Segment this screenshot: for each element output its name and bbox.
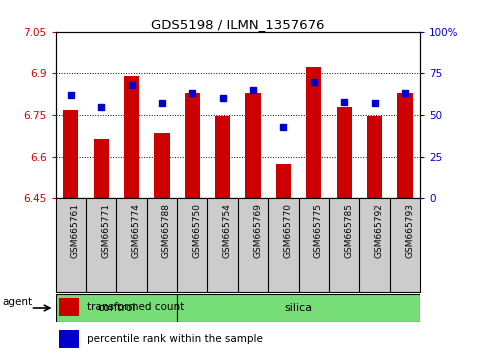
Text: GSM665774: GSM665774 bbox=[131, 203, 141, 258]
Text: GSM665754: GSM665754 bbox=[223, 203, 232, 258]
Bar bbox=[56, 294, 177, 322]
Text: GSM665761: GSM665761 bbox=[71, 203, 80, 258]
Text: GSM665770: GSM665770 bbox=[284, 203, 293, 258]
Bar bbox=[215, 116, 230, 198]
Bar bbox=[185, 93, 200, 198]
Title: GDS5198 / ILMN_1357676: GDS5198 / ILMN_1357676 bbox=[151, 18, 325, 31]
Text: GSM665771: GSM665771 bbox=[101, 203, 110, 258]
Text: silica: silica bbox=[284, 303, 313, 313]
Text: percentile rank within the sample: percentile rank within the sample bbox=[86, 334, 262, 344]
Bar bbox=[177, 294, 420, 322]
Text: GSM665775: GSM665775 bbox=[314, 203, 323, 258]
Text: GSM665769: GSM665769 bbox=[253, 203, 262, 258]
Text: agent: agent bbox=[3, 297, 33, 307]
Bar bbox=[63, 109, 78, 198]
Bar bbox=[59, 298, 79, 316]
Text: GSM665792: GSM665792 bbox=[375, 203, 384, 258]
Text: GSM665750: GSM665750 bbox=[192, 203, 201, 258]
Bar bbox=[276, 164, 291, 198]
Bar bbox=[367, 116, 382, 198]
Text: transformed count: transformed count bbox=[86, 302, 184, 312]
Bar bbox=[398, 93, 412, 198]
Bar bbox=[245, 93, 261, 198]
Bar bbox=[337, 107, 352, 198]
Bar bbox=[154, 133, 170, 198]
Text: control: control bbox=[97, 303, 136, 313]
Text: GSM665793: GSM665793 bbox=[405, 203, 414, 258]
Bar bbox=[306, 67, 322, 198]
Bar bbox=[59, 330, 79, 348]
Text: GSM665785: GSM665785 bbox=[344, 203, 353, 258]
Text: GSM665788: GSM665788 bbox=[162, 203, 171, 258]
Bar bbox=[94, 139, 109, 198]
Bar bbox=[124, 76, 139, 198]
